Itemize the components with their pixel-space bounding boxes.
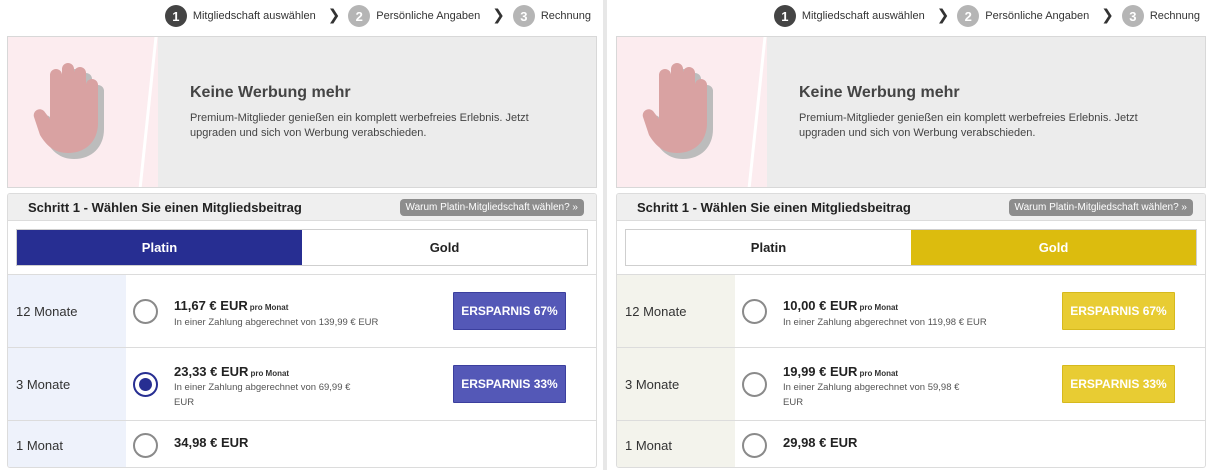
- step-label: Mitgliedschaft auswählen: [192, 10, 316, 22]
- plan-duration: 12 Monate: [617, 275, 735, 347]
- step1-header: Schritt 1 - Wählen Sie einen Mitgliedsbe…: [617, 194, 1205, 221]
- step1-box: Schritt 1 - Wählen Sie einen Mitgliedsbe…: [7, 193, 597, 468]
- hand-stop-icon: [33, 63, 104, 159]
- banner-title: Keine Werbung mehr: [799, 84, 960, 101]
- tab-platin[interactable]: Platin: [626, 230, 911, 265]
- banner-text: Premium-Mitglieder genießen ein komplett…: [190, 112, 529, 139]
- price-per: pro Monat: [250, 369, 290, 378]
- step-1: 1 Mitgliedschaft auswählen: [773, 5, 925, 27]
- price-value: 19,99 € EUR: [783, 364, 858, 379]
- step-2: 2 Persönliche Angaben: [957, 5, 1089, 27]
- plan-row-12-months[interactable]: 12 Monate 10,00 € EUR pro Monat In einer …: [617, 274, 1205, 347]
- step1-title: Schritt 1 - Wählen Sie einen Mitgliedsbe…: [28, 200, 302, 215]
- chevron-right-icon: ❯: [936, 7, 950, 24]
- step-number: 3: [1121, 5, 1144, 27]
- plan-row-3-months[interactable]: 3 Monate 19,99 € EUR pro Monat In einer Z…: [617, 347, 1205, 420]
- plan-billing-note: In einer Zahlung abgerechnet von 69,99 €…: [174, 382, 351, 408]
- why-platin-button[interactable]: Warum Platin-Mitgliedschaft wählen? »: [399, 199, 584, 216]
- membership-tabs: Platin Gold: [16, 229, 588, 266]
- price-per: pro Monat: [249, 303, 289, 312]
- step-number: 3: [512, 5, 535, 27]
- plan-billing-note: In einer Zahlung abgerechnet von 119,98 …: [783, 317, 987, 328]
- savings-badge: ERSPARNIS 33%: [1062, 365, 1175, 403]
- panel-divider: [603, 0, 607, 470]
- step-label: Rechnung: [540, 10, 591, 22]
- tab-platin[interactable]: Platin: [17, 230, 302, 265]
- plan-row-3-months[interactable]: 3 Monate 23,33 € EUR pro Monat In einer Z…: [8, 347, 596, 420]
- plan-radio[interactable]: [133, 433, 158, 458]
- step-2: 2 Persönliche Angaben: [348, 5, 480, 27]
- step-1: 1 Mitgliedschaft auswählen: [164, 5, 316, 27]
- step-number: 1: [773, 5, 796, 27]
- plan-row-1-month[interactable]: 1 Monat 34,98 € EUR: [8, 420, 596, 467]
- chevron-right-icon: ❯: [1101, 7, 1114, 24]
- step-3: 3 Rechnung: [512, 5, 591, 27]
- step-number: 1: [164, 5, 187, 27]
- plan-billing-note: In einer Zahlung abgerechnet von 59,98 €…: [783, 382, 960, 408]
- plan-price: 10,00 € EUR pro Monat: [783, 298, 898, 313]
- plan-row-1-month[interactable]: 1 Monat 29,98 € EUR: [617, 420, 1205, 467]
- plan-price: 29,98 € EUR: [783, 435, 857, 450]
- plan-duration: 12 Monate: [8, 275, 126, 347]
- membership-panel-gold: 1 Mitgliedschaft auswählen ❯ 2 Persönlic…: [616, 0, 1206, 470]
- plan-options: 12 Monate 10,00 € EUR pro Monat In einer …: [617, 274, 1205, 467]
- step-3: 3 Rechnung: [1121, 5, 1200, 27]
- step-number: 2: [348, 5, 371, 27]
- price-value: 11,67 € EUR: [174, 298, 248, 313]
- plan-radio[interactable]: [742, 433, 767, 458]
- chevron-right-icon: ❯: [327, 7, 341, 24]
- price-per: pro Monat: [859, 303, 899, 312]
- tab-gold[interactable]: Gold: [911, 230, 1196, 265]
- plan-price: 34,98 € EUR: [174, 435, 248, 450]
- chevron-right-icon: ❯: [492, 7, 505, 24]
- plan-options: 12 Monate 11,67 € EUR pro Monat In einer …: [8, 274, 596, 467]
- price-value: 23,33 € EUR: [174, 364, 249, 379]
- step-label: Persönliche Angaben: [985, 10, 1090, 22]
- price-per: pro Monat: [859, 369, 899, 378]
- plan-duration: 1 Monat: [8, 421, 126, 467]
- banner-title: Keine Werbung mehr: [190, 84, 351, 101]
- membership-tabs: Platin Gold: [625, 229, 1197, 266]
- plan-radio[interactable]: [742, 372, 767, 397]
- checkout-stepper: 1 Mitgliedschaft auswählen ❯ 2 Persönlic…: [164, 5, 591, 27]
- plan-duration: 3 Monate: [8, 348, 126, 420]
- banner-text: Premium-Mitglieder genießen ein komplett…: [799, 112, 1138, 139]
- no-ads-banner: Keine Werbung mehr Premium-Mitglieder ge…: [616, 36, 1206, 188]
- step1-box: Schritt 1 - Wählen Sie einen Mitgliedsbe…: [616, 193, 1206, 468]
- no-ads-banner: Keine Werbung mehr Premium-Mitglieder ge…: [7, 36, 597, 188]
- price-value: 29,98 € EUR: [783, 435, 858, 450]
- plan-price: 11,67 € EUR pro Monat: [174, 298, 288, 313]
- why-platin-button[interactable]: Warum Platin-Mitgliedschaft wählen? »: [1008, 199, 1193, 216]
- plan-radio[interactable]: [133, 372, 158, 397]
- plan-billing-note: In einer Zahlung abgerechnet von 139,99 …: [174, 317, 379, 328]
- savings-badge: ERSPARNIS 67%: [453, 292, 566, 330]
- plan-radio[interactable]: [742, 299, 767, 324]
- step-label: Mitgliedschaft auswählen: [801, 10, 925, 22]
- tab-gold[interactable]: Gold: [302, 230, 587, 265]
- step1-header: Schritt 1 - Wählen Sie einen Mitgliedsbe…: [8, 194, 596, 221]
- plan-duration: 1 Monat: [617, 421, 735, 467]
- step-label: Persönliche Angaben: [376, 10, 481, 22]
- plan-duration: 3 Monate: [617, 348, 735, 420]
- price-value: 34,98 € EUR: [174, 435, 249, 450]
- step-number: 2: [957, 5, 980, 27]
- checkout-stepper: 1 Mitgliedschaft auswählen ❯ 2 Persönlic…: [773, 5, 1200, 27]
- savings-badge: ERSPARNIS 67%: [1062, 292, 1175, 330]
- plan-price: 23,33 € EUR pro Monat: [174, 364, 289, 379]
- plan-radio[interactable]: [133, 299, 158, 324]
- savings-badge: ERSPARNIS 33%: [453, 365, 566, 403]
- hand-stop-icon: [642, 63, 713, 159]
- plan-row-12-months[interactable]: 12 Monate 11,67 € EUR pro Monat In einer …: [8, 274, 596, 347]
- plan-price: 19,99 € EUR pro Monat: [783, 364, 898, 379]
- step1-title: Schritt 1 - Wählen Sie einen Mitgliedsbe…: [637, 200, 911, 215]
- membership-panel-platin: 1 Mitgliedschaft auswählen ❯ 2 Persönlic…: [7, 0, 597, 470]
- step-label: Rechnung: [1149, 10, 1200, 22]
- price-value: 10,00 € EUR: [783, 298, 858, 313]
